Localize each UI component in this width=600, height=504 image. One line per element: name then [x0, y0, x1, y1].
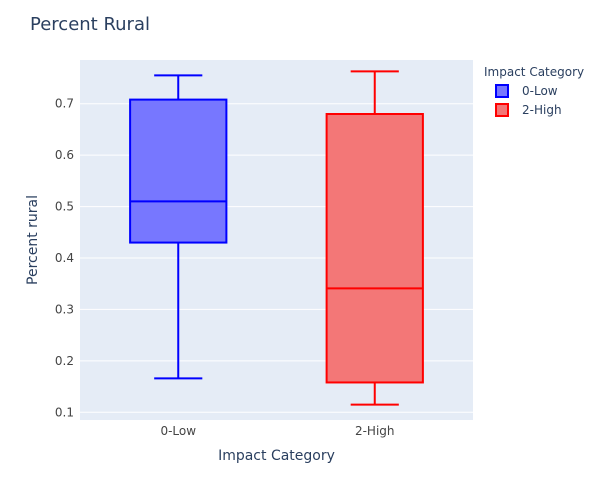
x-tick-label: 2-High [355, 424, 395, 438]
iqr-box [129, 98, 228, 244]
legend-label: 0-Low [522, 84, 558, 98]
chart-title: Percent Rural [30, 14, 150, 35]
legend: Impact Category 0-Low 2-High [484, 65, 584, 117]
boxes [129, 70, 424, 406]
legend-swatch [495, 84, 509, 98]
y-tick-label: 0.6 [55, 148, 74, 162]
legend-label: 2-High [522, 103, 562, 117]
legend-item-2-High[interactable]: 2-High [495, 103, 562, 117]
legend-items: 0-Low 2-High [495, 84, 562, 117]
y-tick-label: 0.5 [55, 200, 74, 214]
iqr-box [325, 113, 424, 384]
y-tick-label: 0.1 [55, 405, 74, 419]
legend-swatch [495, 103, 509, 117]
y-tick-labels: 0.1 0.2 0.3 0.4 0.5 0.6 0.7 [55, 97, 74, 420]
y-tick-label: 0.7 [55, 97, 74, 111]
legend-item-0-Low[interactable]: 0-Low [495, 84, 558, 98]
y-tick-label: 0.4 [55, 251, 74, 265]
y-axis-label: Percent rural [25, 195, 41, 285]
x-tick-label: 0-Low [160, 424, 196, 438]
box-2-High [325, 70, 424, 406]
x-tick-labels: 0-Low 2-High [160, 424, 394, 438]
x-axis-label: Impact Category [218, 448, 335, 464]
y-tick-label: 0.2 [55, 354, 74, 368]
legend-title: Impact Category [484, 65, 584, 79]
box-0-Low [129, 74, 228, 380]
y-tick-label: 0.3 [55, 302, 74, 316]
